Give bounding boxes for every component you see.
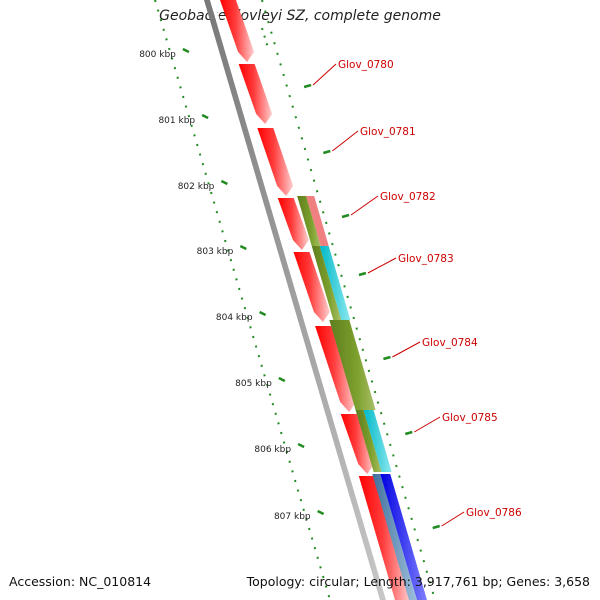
gene-tick	[383, 355, 391, 361]
ruler-tick	[182, 47, 190, 54]
feature-pink	[306, 196, 329, 246]
gene-tick	[432, 524, 441, 530]
cds-arrow	[257, 128, 294, 196]
gene-label: Glov_0780	[338, 59, 394, 71]
ruler-tick	[239, 244, 247, 251]
ruler-label: 800 kbp	[139, 50, 176, 60]
gene-tick	[303, 83, 312, 89]
feature-track	[297, 196, 427, 600]
cds-arrow	[315, 326, 357, 412]
feature-olive	[355, 410, 382, 472]
ruler-label: 806 kbp	[254, 445, 291, 455]
gene-label: Glov_0783	[398, 253, 454, 265]
feature-olive	[297, 196, 321, 246]
ruler-ticks	[182, 47, 325, 516]
gene-label: Glov_0782	[380, 191, 436, 203]
gene-dotted-track	[261, 0, 436, 600]
feature-olive	[329, 320, 376, 410]
ruler-label: 803 kbp	[197, 247, 234, 257]
cds-arrow	[277, 198, 309, 250]
ruler-label: 804 kbp	[216, 313, 253, 323]
ruler-tick	[220, 179, 228, 186]
ruler-tick	[201, 113, 209, 120]
cds-arrow	[293, 252, 330, 322]
gene-leader	[441, 511, 465, 527]
gene-tick	[341, 213, 350, 219]
cds-arrow	[220, 0, 255, 62]
ruler-tick	[278, 376, 286, 383]
cds-track	[220, 0, 411, 600]
gene-ticks	[303, 83, 441, 530]
backbone-band	[210, 0, 390, 600]
gene-label: Glov_0786	[466, 507, 522, 519]
gene-tick	[322, 149, 331, 155]
cds-arrow	[238, 64, 273, 124]
gene-leader	[367, 257, 397, 274]
backbone-line	[204, 0, 386, 600]
gene-leader	[414, 416, 441, 433]
summary-text: Topology: circular; Length: 3,917,761 bp…	[246, 574, 590, 589]
feature-steelblue	[372, 474, 417, 600]
feature-cyan	[363, 410, 392, 472]
ruler-label: 801 kbp	[158, 116, 195, 126]
outer-dotted-track	[261, 27, 269, 49]
accession-text: Accession: NC_010814	[9, 574, 152, 589]
feature-cyan	[319, 246, 351, 320]
ruler-dotted-line	[154, 0, 331, 600]
gene-label: Glov_0781	[360, 126, 416, 138]
gene-tick	[404, 430, 413, 436]
feature-blue	[380, 474, 427, 600]
ruler-tick	[317, 509, 325, 516]
ruler-label: 802 kbp	[178, 182, 215, 192]
gene-leader	[392, 341, 421, 358]
cds-arrow	[340, 414, 375, 474]
ruler-tick	[259, 310, 267, 317]
gene-leaders	[312, 63, 465, 527]
ruler-label: 805 kbp	[235, 379, 272, 389]
gene-leader	[332, 130, 359, 152]
gene-label: Glov_0784	[422, 337, 478, 349]
ruler-labels: 800 kbp 801 kbp 802 kbp 803 kbp 804 kbp 805 k…	[139, 50, 311, 522]
ruler-tick	[297, 442, 305, 449]
gene-leader	[312, 63, 337, 86]
gene-leader	[350, 195, 379, 216]
gene-tick	[358, 271, 367, 277]
gene-labels: Glov_0780 Glov_0781 Glov_0782 Glov_0783 Glov…	[338, 59, 522, 519]
cds-arrow	[358, 476, 411, 600]
ruler-label: 807 kbp	[274, 512, 311, 522]
feature-olive	[311, 246, 342, 320]
gene-label: Glov_0785	[442, 412, 498, 424]
